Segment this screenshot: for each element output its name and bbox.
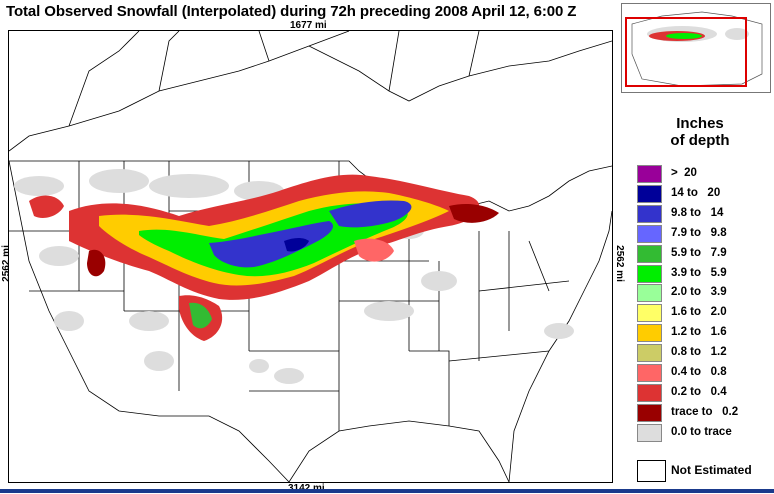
legend-label: 1.6 to 2.0: [671, 306, 727, 319]
legend-swatch: [637, 184, 662, 203]
legend-swatch: [637, 244, 662, 263]
legend-row: 2.0 to 3.9: [637, 284, 772, 303]
boundaries: [9, 31, 612, 482]
distance-right-label: 2562 mi: [613, 245, 625, 282]
legend-label: 9.8 to 14: [671, 206, 724, 219]
map-canvas: [9, 31, 612, 482]
legend-label: 0.8 to 1.2: [671, 346, 727, 359]
legend-row: trace to 0.2: [637, 403, 772, 422]
legend-row: 3.9 to 5.9: [637, 264, 772, 283]
legend-swatch: [637, 324, 662, 343]
overview-inset-map[interactable]: [621, 3, 771, 93]
legend-label: 0.4 to 0.8: [671, 366, 727, 378]
legend-row: 0.0 to trace: [637, 423, 772, 442]
legend-label: trace to 0.2: [671, 405, 739, 418]
legend-label: 0.0 to trace: [671, 425, 732, 438]
legend-title-line1: Inches: [676, 115, 724, 132]
inset-viewport-box: [625, 17, 747, 87]
legend-title-line2: of depth: [670, 132, 730, 149]
legend-label: 0.2 to 0.4: [671, 385, 727, 398]
legend-row: 9.8 to 14: [637, 204, 772, 223]
distance-bottom-label: 3142 mi: [288, 483, 325, 494]
legend-swatch: [637, 264, 662, 283]
distance-left-label: 2562 mi: [0, 245, 12, 282]
legend-row: 1.2 to 1.6: [637, 324, 772, 343]
legend-title: Inches of depth: [640, 115, 760, 149]
not-estimated-label: Not Estimated: [671, 463, 752, 477]
legend-swatch: [637, 165, 662, 183]
legend-row: 0.8 to 1.2: [637, 344, 772, 363]
legend-row: 1.6 to 2.0: [637, 304, 772, 323]
legend-swatch: [637, 284, 662, 303]
legend-row: > 20: [637, 165, 772, 183]
distance-top-label: 1677 mi: [290, 20, 327, 31]
legend-row: 7.9 to 9.8: [637, 224, 772, 243]
legend-swatch: [637, 403, 662, 422]
snowfall-band: [29, 174, 499, 341]
inset-canvas: [622, 4, 770, 92]
legend-label: 7.9 to 9.8: [671, 226, 727, 239]
legend-row: 0.2 to 0.4: [637, 383, 772, 402]
legend-swatch: [637, 344, 662, 363]
legend-swatch: [637, 364, 662, 382]
legend-swatch: [637, 224, 662, 243]
legend-swatch: [637, 204, 662, 223]
legend-swatch: [637, 423, 662, 442]
legend-label: > 20: [671, 167, 697, 179]
legend-label: 3.9 to 5.9: [671, 266, 727, 279]
bottom-rule: [0, 489, 774, 493]
legend-label: 5.9 to 7.9: [671, 246, 727, 259]
legend-swatch: [637, 383, 662, 402]
legend-label: 1.2 to 1.6: [671, 326, 727, 339]
map-title: Total Observed Snowfall (Interpolated) d…: [6, 3, 577, 20]
not-estimated-swatch: [637, 460, 666, 482]
legend-row: 5.9 to 7.9: [637, 244, 772, 263]
legend-swatch: [637, 304, 662, 323]
legend-row: 0.4 to 0.8: [637, 364, 772, 382]
legend-label: 2.0 to 3.9: [671, 286, 727, 299]
legend-label: 14 to 20: [671, 186, 721, 199]
legend-row: 14 to 20: [637, 184, 772, 203]
snowfall-map[interactable]: [8, 30, 613, 483]
